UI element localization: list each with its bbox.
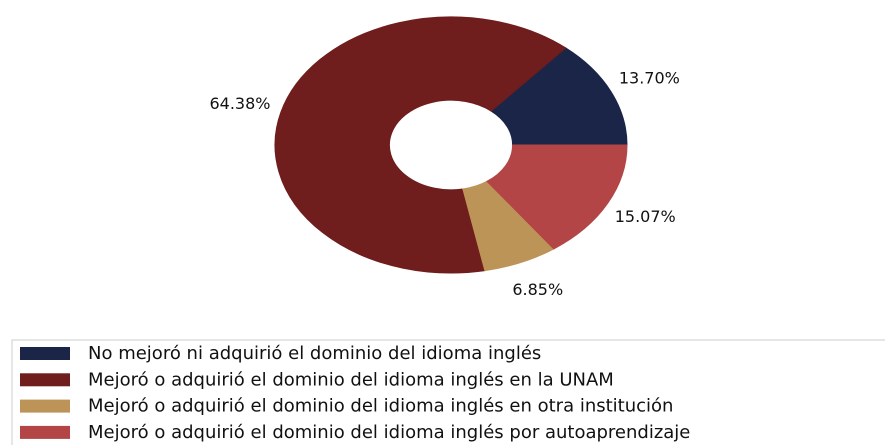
legend-label: Mejoró o adquirió el dominio del idioma … (88, 396, 673, 417)
legend-frame (11, 339, 885, 445)
legend-swatch (20, 347, 70, 360)
legend-swatch (20, 373, 70, 387)
legend-label: Mejoró o adquirió el dominio del idioma … (88, 422, 690, 443)
legend-swatch (20, 425, 70, 439)
legend-label: Mejoró o adquirió el dominio del idioma … (88, 369, 614, 390)
wedge (490, 47, 628, 146)
legend-label: No mejoró ni adquirió el dominio del idi… (88, 343, 541, 364)
wedge (274, 16, 567, 274)
value-label: 64.38% (209, 94, 270, 113)
value-label: 13.70% (619, 68, 680, 87)
wedge (486, 144, 628, 250)
legend-swatch (20, 399, 70, 413)
value-label: 6.85% (512, 280, 563, 299)
value-label: 15.07% (615, 207, 676, 226)
